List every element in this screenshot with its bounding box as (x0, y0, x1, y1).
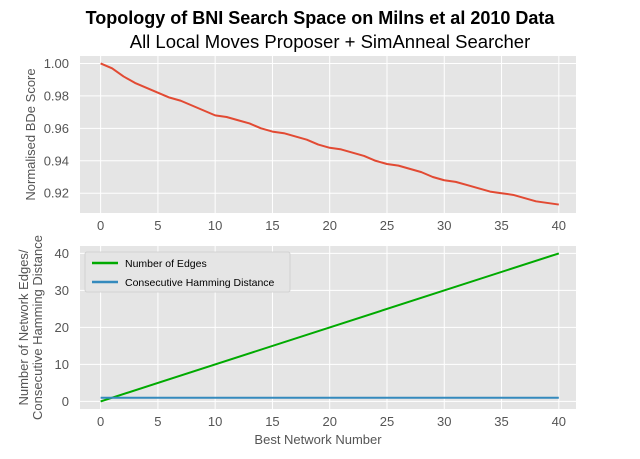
x-tick-label: 30 (437, 218, 451, 233)
y-axis-label: Consecutive Hamming Distance (30, 235, 45, 420)
x-tick-label: 10 (208, 414, 222, 429)
y-tick-label: 10 (55, 357, 69, 372)
y-tick-label: 0 (62, 394, 69, 409)
x-tick-label: 0 (97, 414, 104, 429)
x-tick-label: 0 (97, 218, 104, 233)
x-tick-label: 5 (154, 218, 161, 233)
x-tick-label: 25 (380, 218, 394, 233)
y-tick-label: 30 (55, 283, 69, 298)
x-tick-label: 20 (322, 218, 336, 233)
y-tick-label: 0.98 (44, 88, 69, 103)
x-tick-label: 10 (208, 218, 222, 233)
y-axis-label: Number of Network Edges/ (16, 249, 31, 405)
y-tick-label: 40 (55, 246, 69, 261)
chart-panel-1: 0 5 10 15 20 25 30 35 40 0.92 0.94 0.96 0.98 1.00 Norm… (23, 56, 576, 233)
x-tick-label: 15 (265, 218, 279, 233)
y-tick-label: 1.00 (44, 56, 69, 71)
y-tick-label: 0.94 (44, 153, 69, 168)
x-tick-label: 35 (494, 218, 508, 233)
legend: Number of Edges Consecutive Hamming Dista… (84, 251, 291, 293)
x-tick-label: 15 (265, 414, 279, 429)
x-tick-label: 5 (154, 414, 161, 429)
y-axis-label: Normalised BDe Score (23, 68, 38, 200)
chart-panel-2: 0 5 10 15 20 25 30 35 40 0 10 20 30 40 Number of Netwo… (16, 235, 576, 447)
x-tick-label: 35 (494, 414, 508, 429)
series-line-1 (100, 252, 560, 403)
x-tick-label: 25 (380, 414, 394, 429)
figure-title: Topology of BNI Search Space on Milns et… (85, 8, 555, 28)
plot-background (80, 56, 576, 213)
x-tick-label: 20 (322, 414, 336, 429)
legend-box (84, 251, 291, 293)
legend-label: Number of Edges (125, 258, 207, 270)
figure-subtitle: All Local Moves Proposer + SimAnneal Sea… (129, 31, 531, 52)
x-tick-label: 40 (552, 218, 566, 233)
x-axis-label: Best Network Number (254, 432, 382, 447)
series-line-1 (100, 62, 559, 206)
x-tick-label: 30 (437, 414, 451, 429)
y-tick-label: 0.96 (44, 121, 69, 136)
y-tick-label: 0.92 (44, 186, 69, 201)
x-tick-label: 40 (552, 414, 566, 429)
y-tick-label: 20 (55, 320, 69, 335)
legend-label: Consecutive Hamming Distance (125, 277, 275, 289)
